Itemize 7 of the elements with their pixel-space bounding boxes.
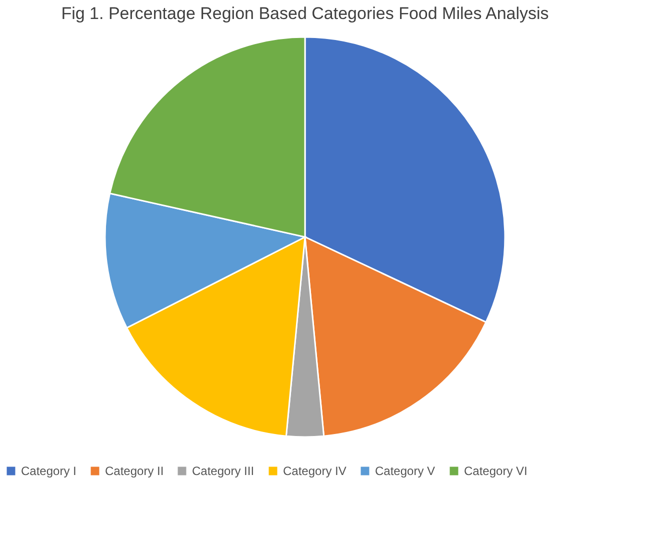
legend-label: Category III (192, 464, 254, 478)
legend-label: Category II (105, 464, 164, 478)
chart-title: Fig 1. Percentage Region Based Categories Food Miles Analysis (61, 4, 549, 23)
legend-label: Category I (21, 464, 76, 478)
legend-label: Category IV (283, 464, 346, 478)
legend-label: Category V (375, 464, 436, 478)
legend-label: Category VI (464, 464, 528, 478)
